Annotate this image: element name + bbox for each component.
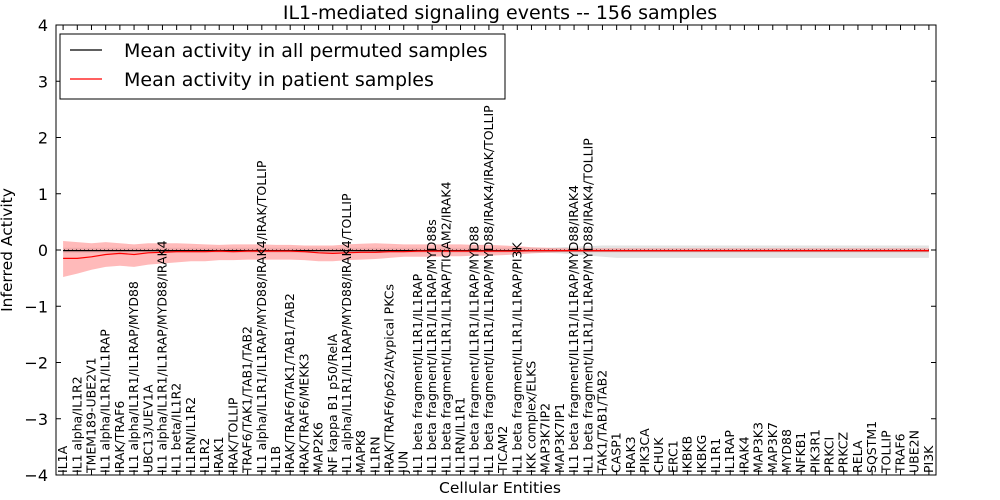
y-tick-label: −3 bbox=[24, 410, 48, 429]
legend-box bbox=[59, 33, 506, 100]
category-label: IL1 alpha/IL1R1/IL1RAP/MYD88/IRAK4 bbox=[155, 240, 170, 473]
category-label: UBC13/UEV1A bbox=[140, 384, 155, 473]
category-label: IRAK/TOLLIP bbox=[225, 397, 240, 473]
y-tick-label: 2 bbox=[38, 129, 48, 148]
category-label: PIK3CA bbox=[637, 428, 652, 473]
y-tick-label: 1 bbox=[38, 185, 48, 204]
y-tick-label: −4 bbox=[24, 466, 48, 485]
y-axis: −4 −3 −2 −1 0 1 2 3 4 bbox=[24, 16, 936, 485]
category-label: IKBKG bbox=[694, 435, 709, 473]
y-tick-label: 0 bbox=[38, 241, 48, 260]
category-label: IL1B bbox=[268, 446, 283, 473]
line-layer bbox=[56, 249, 936, 259]
category-label: IL1 beta fragment/IL1R1/IL1RAP/MYD88s bbox=[424, 219, 439, 473]
category-label: IKBKB bbox=[680, 436, 695, 473]
category-label: IL1R2 bbox=[197, 438, 212, 473]
category-label: JUN bbox=[396, 451, 411, 474]
category-label: IL1 beta fragment/IL1R1/IL1RAP bbox=[410, 273, 425, 473]
category-label: PRKCI bbox=[822, 437, 837, 473]
category-label: IL1RN bbox=[367, 436, 382, 473]
category-label: IKK complex/ELKS bbox=[524, 361, 539, 473]
category-label: IL1RN/IL1R1 bbox=[453, 397, 468, 473]
x-axis bbox=[62, 25, 930, 475]
category-label: IRAK/TRAF6/p62/Atypical PKCs bbox=[382, 284, 397, 473]
category-label: NF kappa B1 p50/RelA bbox=[325, 333, 340, 473]
category-label: PIK3R1 bbox=[807, 429, 822, 473]
category-label: IL1 beta/IL1R2 bbox=[169, 383, 184, 473]
category-label: IRAK4 bbox=[736, 436, 751, 473]
category-label: IL1 alpha/IL1R2 bbox=[69, 376, 84, 473]
category-label: IL1 beta fragment/IL1R1/IL1RAP/MYD88/IRA… bbox=[580, 138, 595, 473]
category-label: RELA bbox=[850, 440, 865, 473]
category-label: IRAK/TRAF6 bbox=[112, 401, 127, 473]
category-label: IRAK1 bbox=[211, 436, 226, 473]
category-label: TRAF6/TAK1/TAB1/TAB2 bbox=[240, 326, 255, 474]
category-label: IRAK/TRAF6/MEKK3 bbox=[296, 353, 311, 473]
category-label: CHUK bbox=[651, 437, 666, 473]
category-label: MAP3K7 bbox=[765, 422, 780, 473]
legend-label-permuted: Mean activity in all permuted samples bbox=[124, 40, 487, 62]
category-label: MAP3K7IP2 bbox=[538, 403, 553, 473]
category-label: IL1 alpha/IL1R1/IL1RAP/MYD88 bbox=[126, 281, 141, 473]
category-label: CASP1 bbox=[609, 432, 624, 473]
category-label: ERC1 bbox=[665, 440, 680, 473]
series-line-1 bbox=[63, 250, 929, 259]
category-label: IL1 beta fragment/IL1R1/IL1RAP/PI3K bbox=[509, 242, 524, 473]
category-label: IL1 alpha/IL1R1/IL1RAP/MYD88/IRAK4/TOLLI… bbox=[339, 193, 354, 473]
y-tick-label: 4 bbox=[38, 16, 48, 35]
category-label: TAK1/TAB1/TAB2 bbox=[595, 370, 610, 474]
x-axis-label: Cellular Entities bbox=[439, 479, 561, 497]
category-label: PI3K bbox=[921, 445, 936, 473]
category-label: TOLLIP bbox=[878, 430, 893, 474]
y-tick-label: −1 bbox=[24, 297, 48, 316]
category-label: IL1 beta fragment/IL1R1/IL1RAP/MYD88/IRA… bbox=[481, 105, 496, 473]
category-label: MAP2K6 bbox=[311, 422, 326, 473]
category-label: MAP3K3 bbox=[751, 422, 766, 473]
category-label: IL1RN/IL1R2 bbox=[183, 397, 198, 473]
legend: Mean activity in all permuted samples Me… bbox=[59, 33, 506, 100]
chart-title: IL1-mediated signaling events -- 156 sam… bbox=[283, 2, 717, 24]
category-label: IL1R1 bbox=[708, 438, 723, 473]
category-label: SQSTM1 bbox=[864, 421, 879, 473]
category-label: UBE2N bbox=[907, 430, 922, 473]
category-label: MYD88 bbox=[779, 429, 794, 473]
category-label: IL1 beta fragment/IL1R1/IL1RAP/TICAM2/IR… bbox=[438, 182, 453, 473]
category-label: IL1 alpha/IL1R1/IL1RAP/MYD88/IRAK4/IRAK/… bbox=[254, 160, 269, 473]
category-label: MAPK8 bbox=[353, 430, 368, 473]
category-label: MAP3K7IP1 bbox=[552, 403, 567, 473]
category-label: IL1 beta fragment/IL1R1/IL1RAP/MYD88/IRA… bbox=[566, 185, 581, 473]
category-label: TRAF6 bbox=[893, 433, 908, 474]
category-label: IL1 beta fragment/IL1R1/IL1RAP/MYD88 bbox=[467, 226, 482, 473]
category-labels: IL1A IL1 alpha/IL1R2 TMEM189-UBE2V1 IL1 alp… bbox=[55, 105, 936, 474]
y-axis-label: Inferred Activity bbox=[0, 188, 16, 312]
y-tick-label: 3 bbox=[38, 72, 48, 91]
category-label: IRAK3 bbox=[623, 436, 638, 473]
category-label: PRKCZ bbox=[836, 432, 851, 473]
category-label: IL1 alpha/IL1R1/IL1RAP bbox=[98, 329, 113, 473]
legend-label-patient: Mean activity in patient samples bbox=[124, 69, 434, 91]
category-label: IL1RAP bbox=[722, 430, 737, 473]
category-label: IL1A bbox=[55, 445, 70, 473]
category-label: TICAM2 bbox=[495, 426, 510, 474]
category-label: TMEM189-UBE2V1 bbox=[84, 357, 99, 474]
category-label: NFKB1 bbox=[793, 432, 808, 473]
y-tick-label: −2 bbox=[24, 354, 48, 373]
category-label: IRAK/TRAF6/TAK1/TAB1/TAB2 bbox=[282, 293, 297, 473]
band-layer bbox=[63, 241, 929, 277]
